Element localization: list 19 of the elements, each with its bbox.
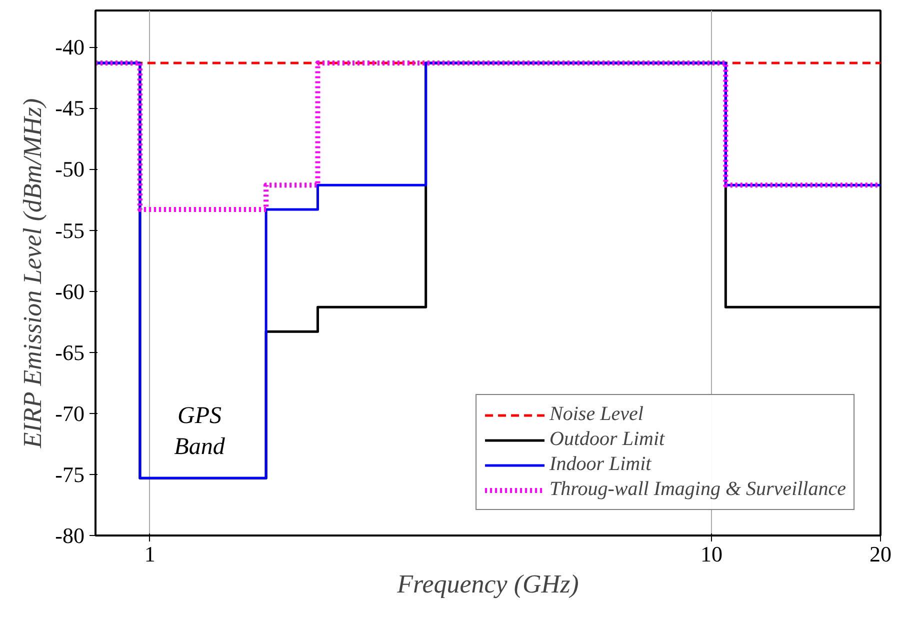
y-tick-label: -55 [55, 218, 84, 243]
y-tick-label: -75 [55, 462, 84, 487]
y-tick-label: -60 [55, 278, 84, 304]
annotation: GPS Band [174, 402, 226, 460]
x-tick-label: 1 [144, 542, 156, 566]
y-axis-title: EIRP Emission Level (dBm/MHz) [18, 98, 48, 450]
legend-label: Noise Level [550, 403, 644, 426]
legend-label: Throug-wall Imaging & Surveillance [550, 478, 846, 501]
x-axis-title: Frequency (GHz) [396, 570, 579, 598]
x-tick-label: 10 [700, 542, 722, 566]
y-tick-label: -45 [55, 96, 84, 121]
y-tick-label: -70 [55, 400, 84, 426]
y-tick-label: -65 [55, 340, 84, 365]
y-tick-label: -80 [55, 523, 84, 548]
y-tick-label: -50 [55, 156, 84, 182]
y-tick-label: -40 [55, 34, 84, 60]
legend-label: Indoor Limit [550, 453, 652, 476]
x-tick-label: 20 [870, 542, 892, 566]
legend-label: Outdoor Limit [550, 428, 665, 451]
